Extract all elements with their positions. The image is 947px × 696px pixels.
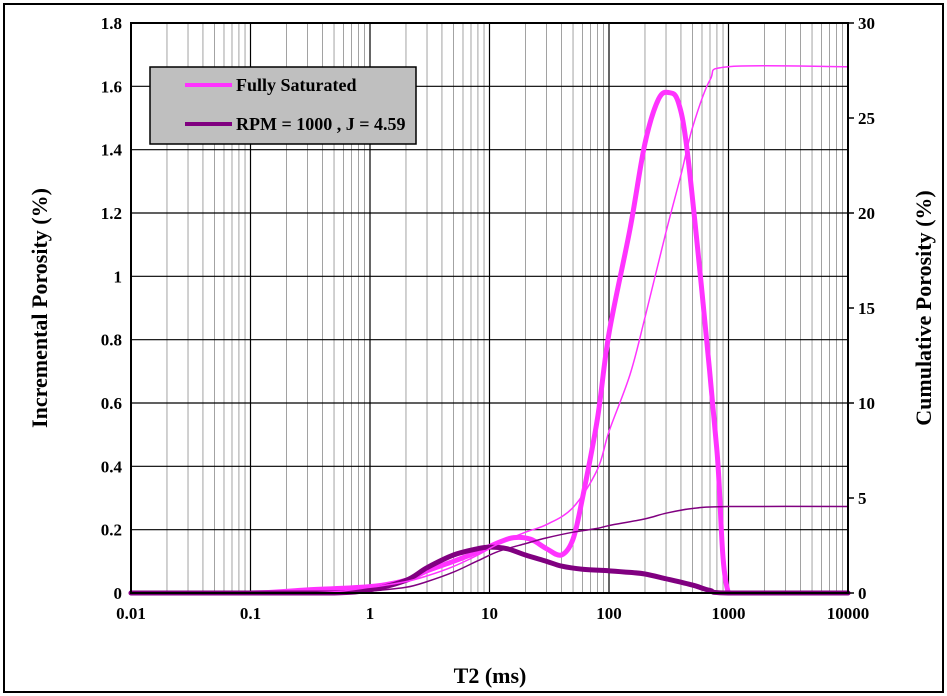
y-tick-label: 0.4 xyxy=(101,457,123,476)
x-tick-label: 0.1 xyxy=(240,604,261,623)
y-tick-label: 0.2 xyxy=(101,521,122,540)
series-line-cumulative-rpm-1000-j-4-59 xyxy=(130,505,849,594)
x-tick-label: 0.01 xyxy=(116,604,146,623)
x-tick-label: 1000 xyxy=(712,604,746,623)
series-layer xyxy=(128,64,851,596)
x-tick-label: 100 xyxy=(596,604,622,623)
y-tick-label: 1.2 xyxy=(101,204,122,223)
y2-tick-label: 25 xyxy=(858,109,875,128)
y-tick-label: 1.4 xyxy=(101,141,123,160)
legend-box xyxy=(149,66,417,145)
x-axis-title: T2 (ms) xyxy=(454,663,527,688)
y-tick-label: 1 xyxy=(114,267,123,286)
y-tick-label: 1.8 xyxy=(101,14,122,33)
x-tick-label: 1 xyxy=(366,604,375,623)
y2-tick-label: 5 xyxy=(858,489,867,508)
y-tick-label: 0 xyxy=(114,584,123,603)
y2-tick-label: 20 xyxy=(858,204,875,223)
legend-label-rpm-1000: RPM = 1000 , J = 4.59 xyxy=(236,114,406,134)
y-tick-label: 0.6 xyxy=(101,394,122,413)
y-tick-label: 0.8 xyxy=(101,331,122,350)
y2-tick-label: 0 xyxy=(858,584,867,603)
legend-label-fully-saturated: Fully Saturated xyxy=(236,75,357,95)
legend: Fully Saturated RPM = 1000 , J = 4.59 xyxy=(149,66,417,145)
series-line-cumulative-fully-saturated xyxy=(130,64,849,594)
tick-layer: 0.01 0.1 1 10 100 1000 1000000.20.40.60.811.21… xyxy=(101,14,875,623)
y2-tick-label: 10 xyxy=(858,394,875,413)
y2-axis-title: Cumulative Porosity (%) xyxy=(911,190,936,425)
y2-tick-label: 30 xyxy=(858,14,875,33)
x-tick-label: 10 xyxy=(481,604,498,623)
y2-tick-label: 15 xyxy=(858,299,875,318)
series-line-incremental-rpm-1000-j-4-59 xyxy=(128,544,851,596)
y-axis-title: Incremental Porosity (%) xyxy=(27,188,52,428)
x-tick-label: 10000 xyxy=(827,604,870,623)
y-tick-label: 1.6 xyxy=(101,77,122,96)
